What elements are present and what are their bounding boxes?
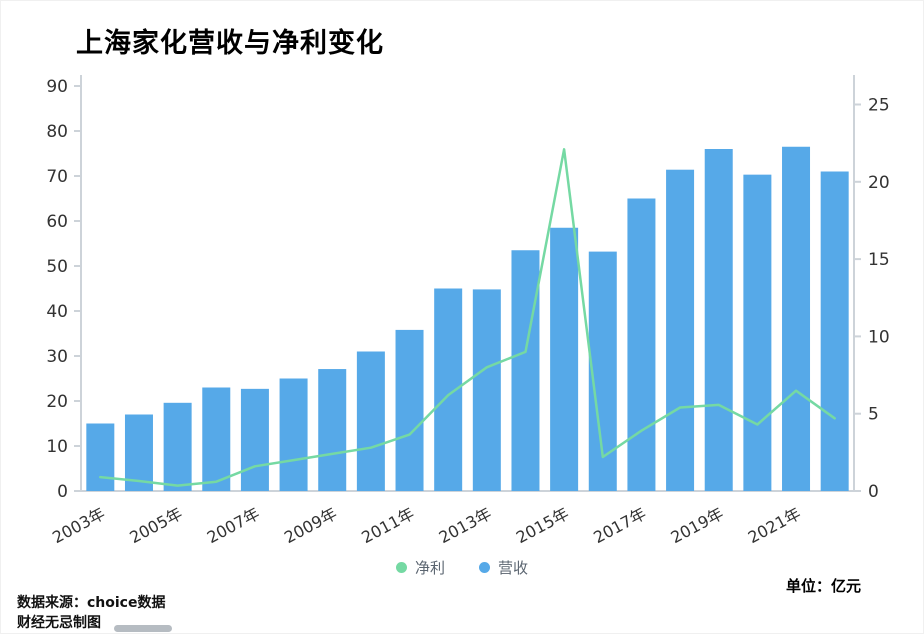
x-axis-label: 2021年: [745, 504, 804, 547]
left-axis-tick-label: 30: [46, 347, 68, 367]
left-axis-tick-label: 90: [46, 77, 68, 97]
right-axis-tick-label: 10: [868, 327, 890, 347]
unit-label: 单位：亿元: [785, 577, 861, 595]
revenue-dot-icon: [479, 562, 490, 573]
legend-net-profit-label: 净利: [414, 559, 445, 577]
x-axis-label: 2013年: [436, 504, 495, 547]
left-axis-tick-label: 60: [46, 212, 68, 232]
revenue-bar: [202, 387, 231, 491]
x-axis-label: 2009年: [281, 504, 340, 547]
revenue-bar: [279, 378, 308, 491]
revenue-bar: [240, 388, 269, 491]
revenue-bar: [356, 351, 385, 491]
chart-legend: 净利 营收: [1, 557, 923, 578]
left-axis-tick-label: 20: [46, 392, 68, 412]
left-axis-tick-label: 80: [46, 122, 68, 142]
left-axis-tick-label: 10: [46, 437, 68, 457]
x-axis-label: 2003年: [49, 504, 108, 547]
right-axis-tick-label: 15: [868, 250, 890, 270]
revenue-bar: [472, 289, 501, 491]
revenue-bar: [124, 414, 153, 491]
data-source-line: 数据来源：choice数据: [17, 595, 166, 611]
revenue-bar: [782, 146, 811, 491]
x-axis-label: 2019年: [668, 504, 727, 547]
revenue-bar: [627, 198, 656, 491]
author-line: 财经无忌制图: [17, 615, 101, 631]
legend-item-net-profit[interactable]: 净利: [395, 557, 445, 578]
revenue-bar: [163, 402, 192, 491]
right-axis-tick-label: 0: [868, 482, 879, 502]
revenue-bar: [550, 227, 579, 491]
x-axis-label: 2015年: [513, 504, 572, 547]
right-axis-tick-label: 20: [868, 173, 890, 193]
revenue-bar: [820, 171, 849, 491]
left-axis-tick-label: 0: [57, 482, 68, 502]
revenue-bar: [434, 288, 463, 491]
x-axis-label: 2017年: [590, 504, 649, 547]
source-credit: 数据来源：choice数据 财经无忌制图: [17, 593, 165, 633]
right-axis-tick-label: 5: [868, 405, 879, 425]
x-axis-label: 2011年: [358, 504, 417, 547]
legend-item-revenue[interactable]: 营收: [479, 557, 528, 578]
left-axis-tick-label: 50: [46, 257, 68, 277]
revenue-bar: [511, 250, 540, 491]
revenue-bar: [704, 149, 733, 491]
revenue-bar: [395, 329, 424, 491]
page-title: 上海家化营收与净利变化: [76, 28, 384, 59]
net-profit-line: [99, 148, 836, 487]
x-axis-label: 2007年: [204, 504, 263, 547]
revenue-bar: [666, 169, 695, 491]
x-axis-label: 2005年: [126, 504, 185, 547]
net-profit-dot-icon: [395, 562, 407, 573]
revenue-bar: [743, 174, 772, 491]
left-axis-tick-label: 70: [46, 167, 68, 187]
left-axis-tick-label: 40: [46, 302, 68, 322]
legend-revenue-label: 营收: [498, 559, 529, 577]
revenue-bar: [86, 423, 115, 491]
revenue-bar: [318, 369, 347, 491]
scrollbar-thumb[interactable]: [114, 625, 172, 632]
right-axis-tick-label: 25: [868, 96, 890, 116]
